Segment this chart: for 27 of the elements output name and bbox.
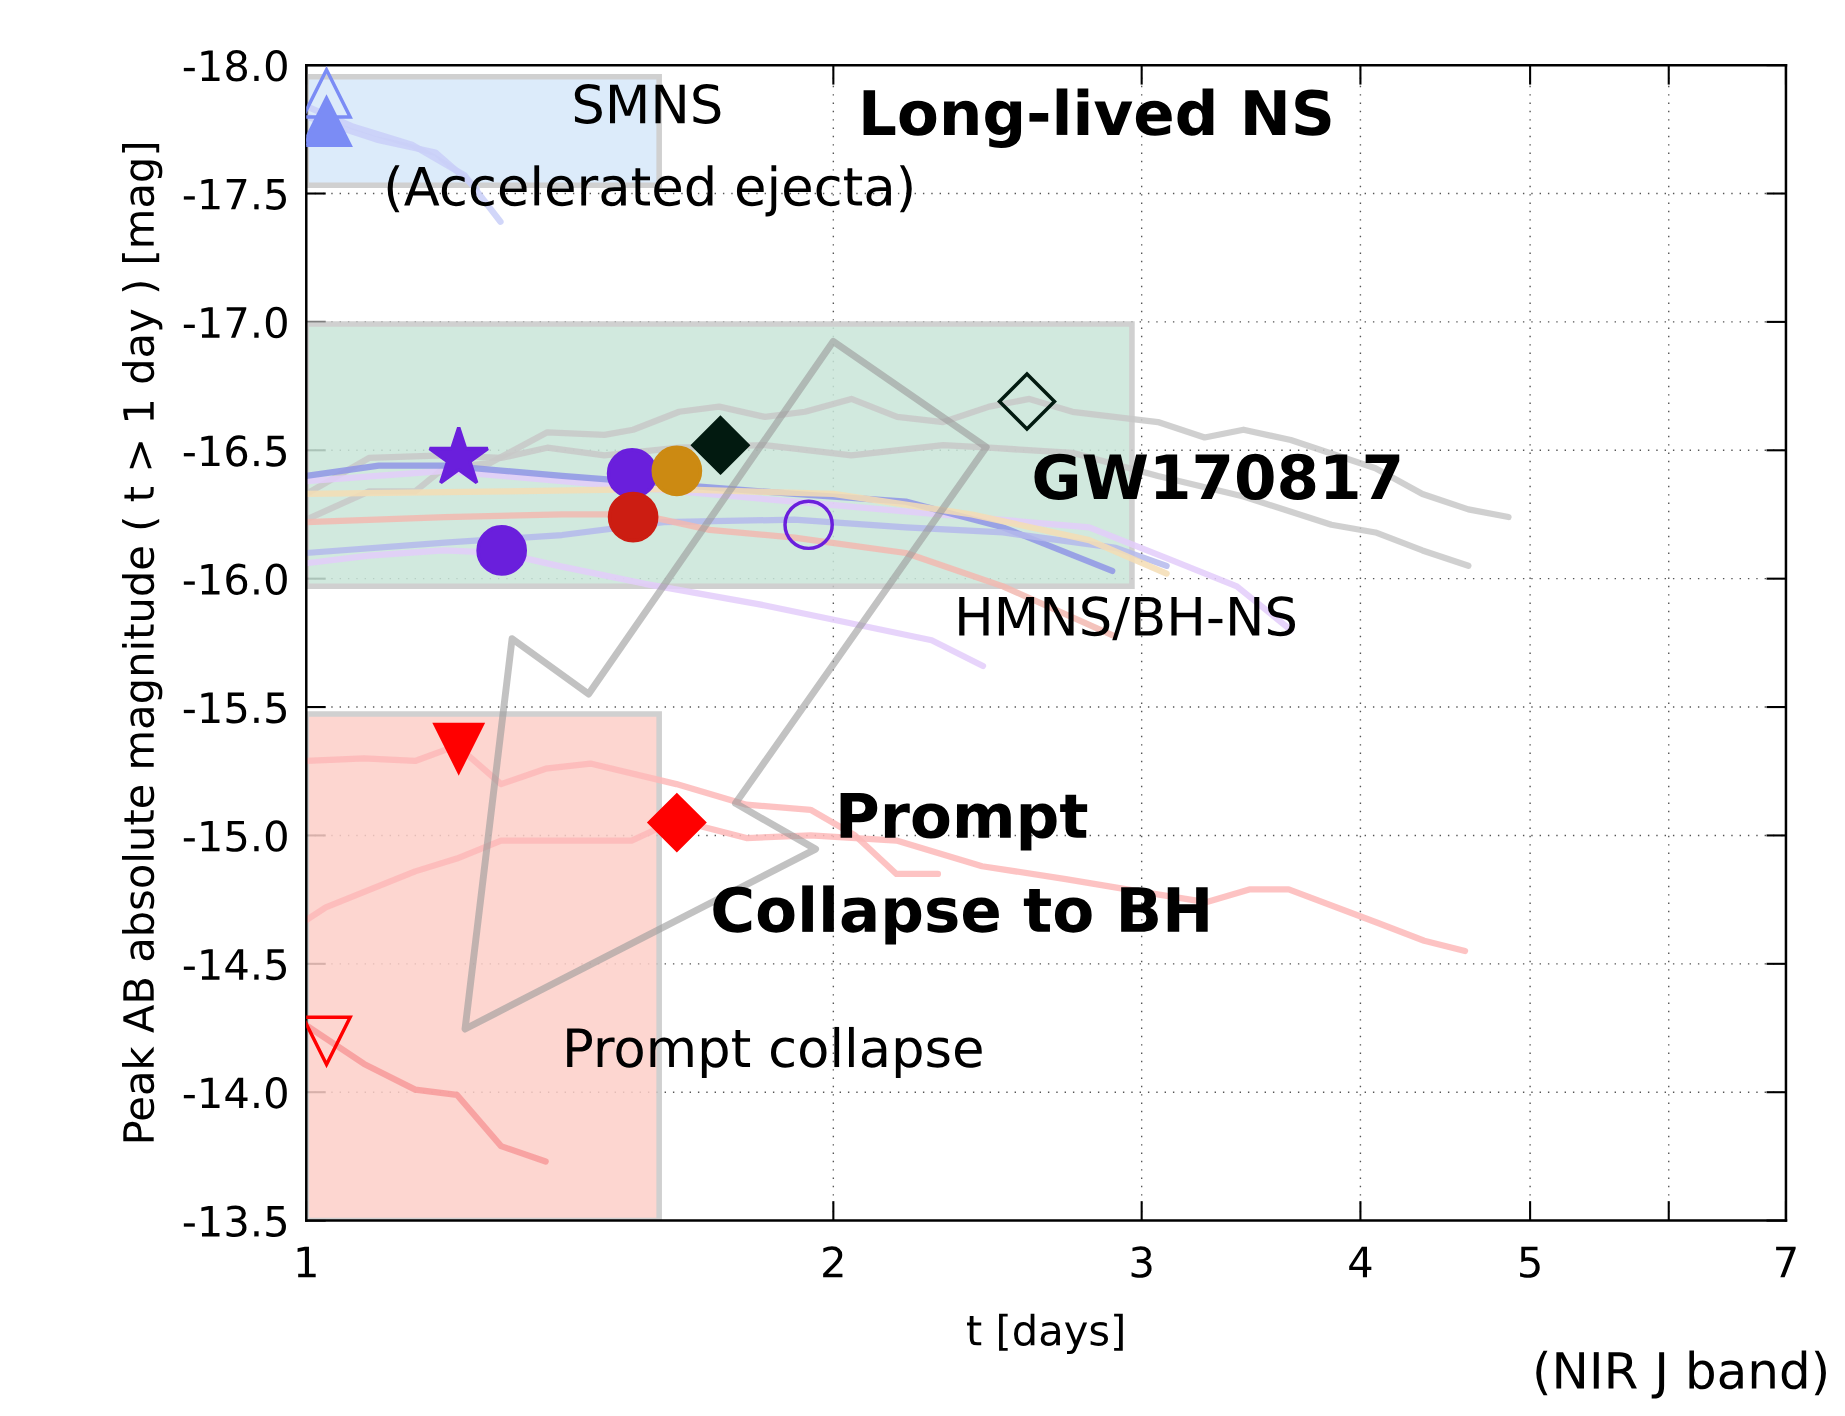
y-tick-label: -16.0 bbox=[183, 563, 287, 596]
y-tick-label: -14.0 bbox=[183, 1077, 287, 1109]
x-tick-label: 1 bbox=[297, 1246, 316, 1278]
y-tick-label: -17.5 bbox=[183, 178, 286, 210]
annotation: Long-lived NS bbox=[863, 88, 1331, 149]
annotation: (Accelerated ejecta) bbox=[387, 165, 912, 217]
x-tick-label: 5 bbox=[1520, 1246, 1540, 1278]
y-tick-label: -13.5 bbox=[183, 1205, 286, 1238]
y-tick-label: -15.0 bbox=[183, 820, 287, 852]
text: (NIR J band) bbox=[1536, 1350, 1826, 1399]
y-axis-title: Peak AB absolute magnitude ( t > 1 day ) [mag] bbox=[122, 143, 163, 1142]
y-tick-label: -17.0 bbox=[183, 306, 287, 339]
annotation: Prompt collapse bbox=[567, 1026, 982, 1079]
annotation: HMNS/BH-NS bbox=[959, 596, 1296, 641]
x-axis-title: t [days] bbox=[967, 1313, 1123, 1355]
y-tick-label: -14.5 bbox=[183, 949, 286, 981]
x-tick-label: 3 bbox=[1131, 1246, 1152, 1278]
annotation: SMNS bbox=[574, 83, 721, 124]
annotation: Collapse to BH bbox=[713, 885, 1208, 945]
annotation: GW170817 bbox=[1034, 453, 1400, 500]
y-tick-label: -16.5 bbox=[183, 435, 286, 467]
y-tick-label: -18.0 bbox=[183, 50, 287, 82]
x-tick-label: 4 bbox=[1349, 1246, 1372, 1278]
annotation: Prompt bbox=[840, 793, 1088, 851]
x-tick-label: 2 bbox=[823, 1246, 843, 1278]
y-tick-label: -15.5 bbox=[183, 692, 286, 724]
x-tick-label: 7 bbox=[1776, 1246, 1796, 1278]
